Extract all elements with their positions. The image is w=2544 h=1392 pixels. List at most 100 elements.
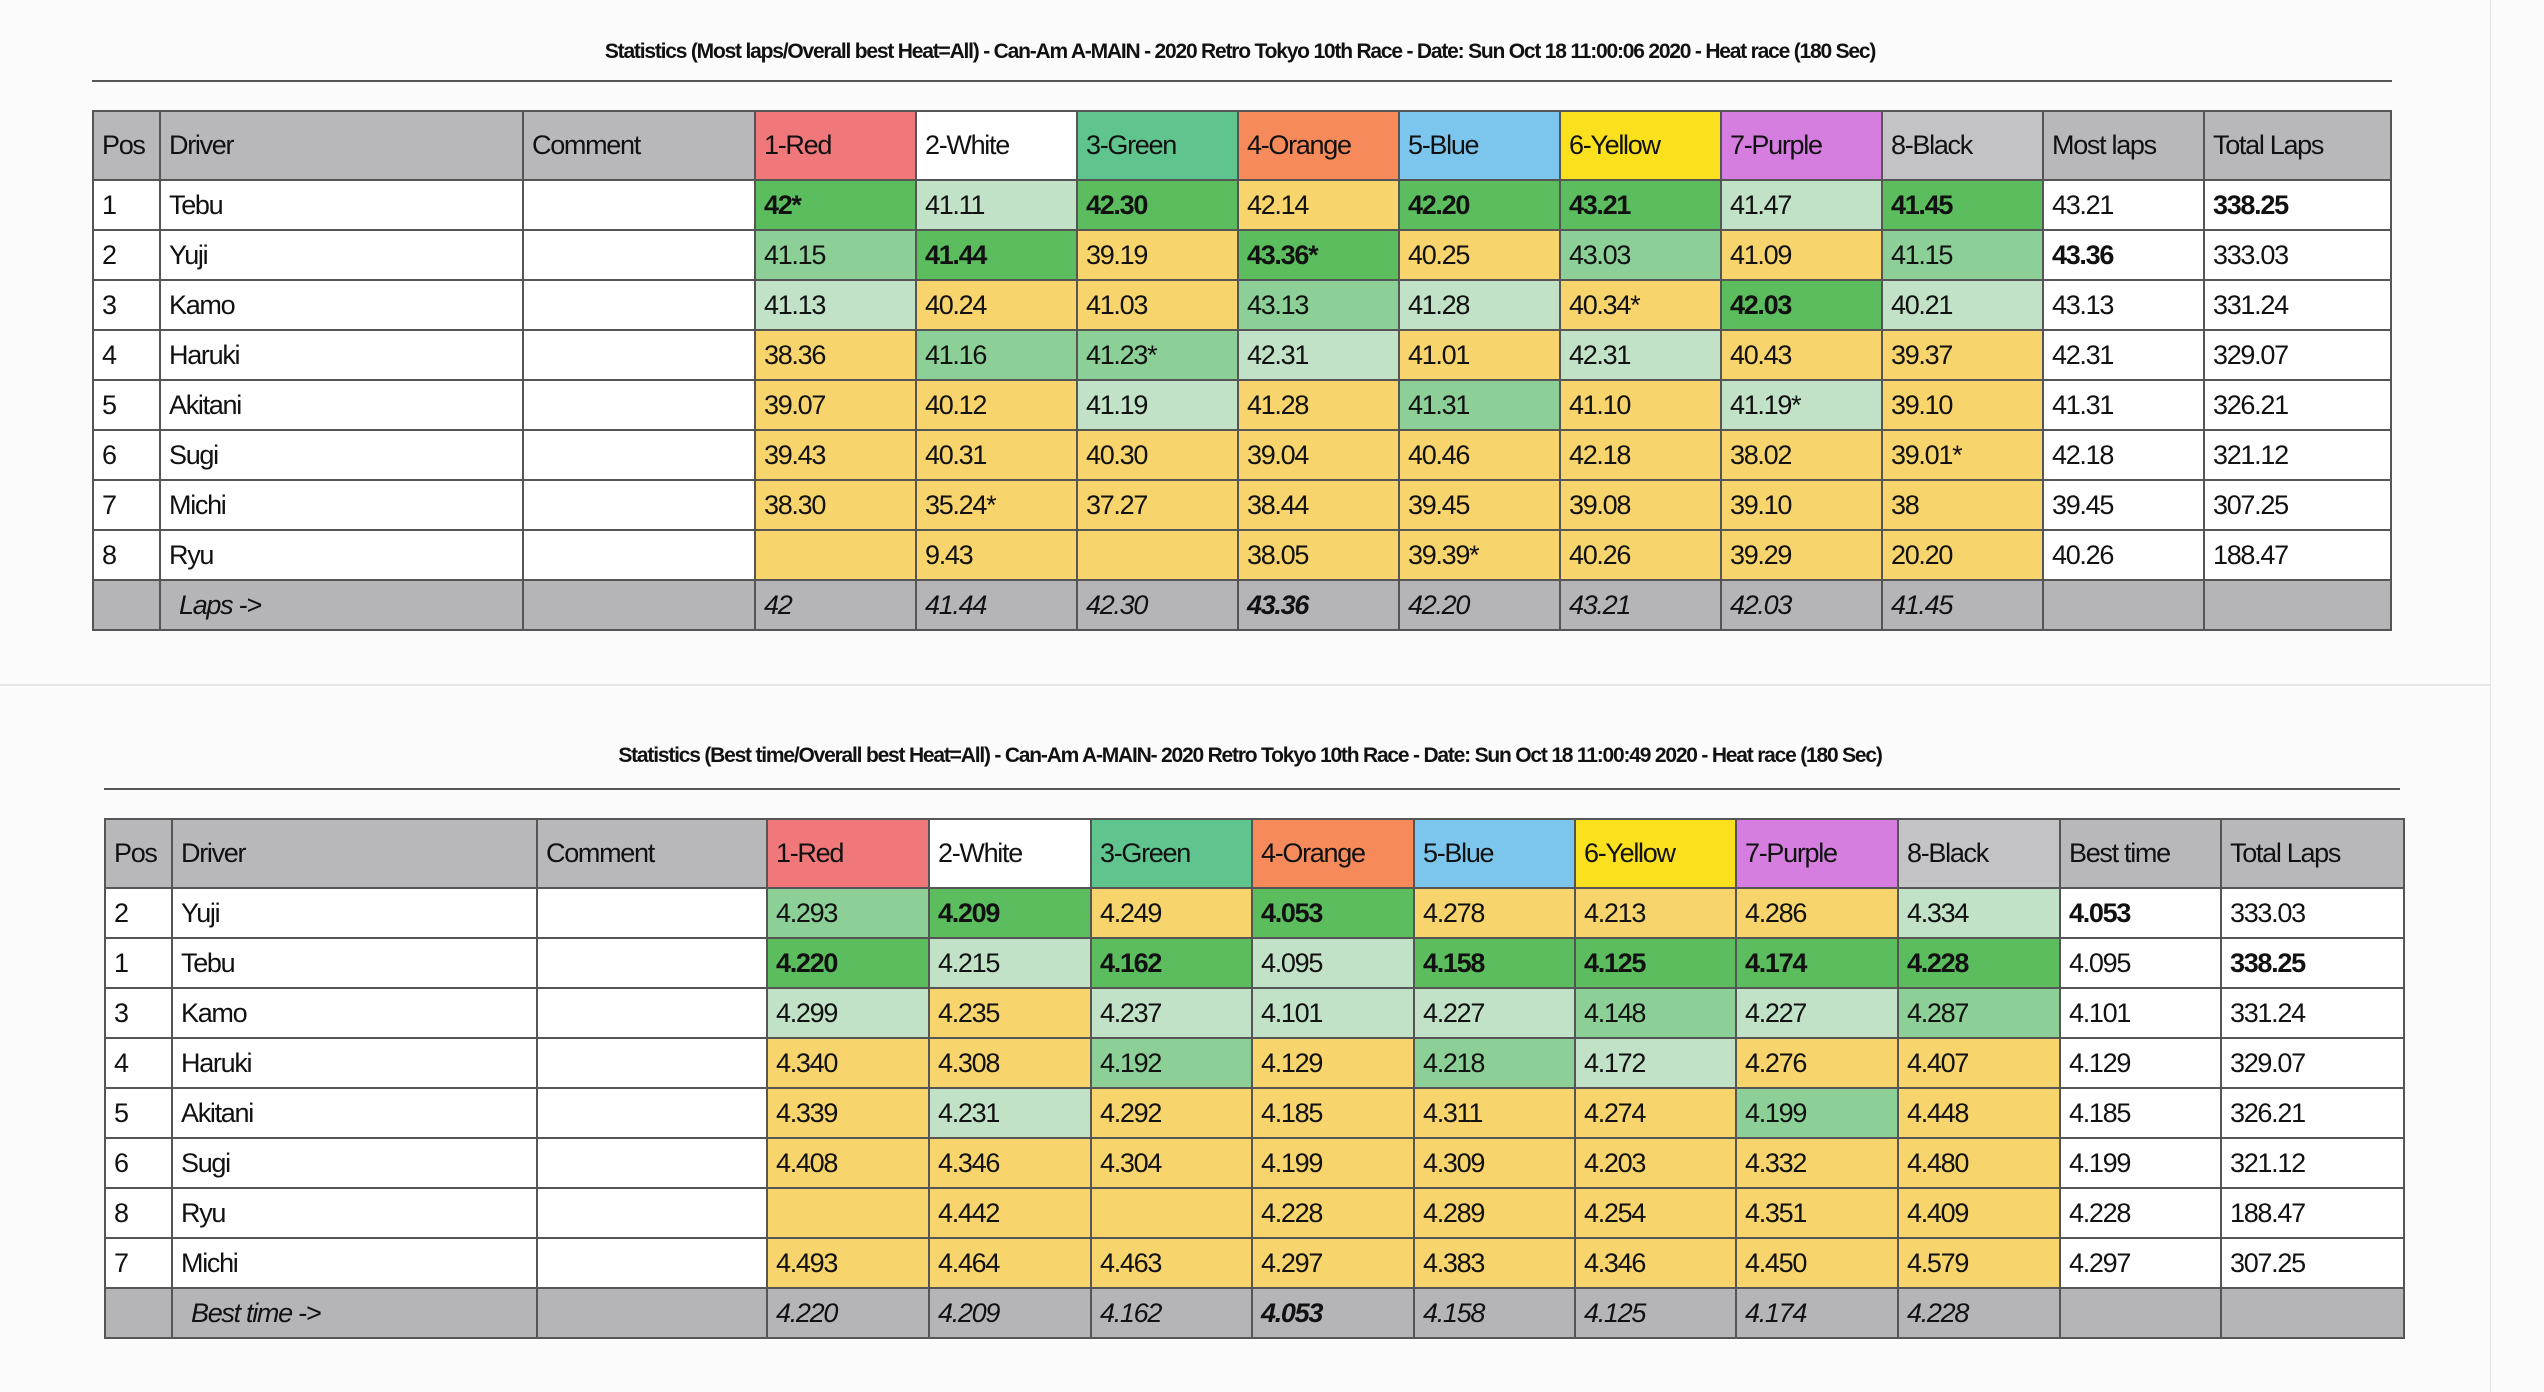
footer-value: 4.209 <box>928 1287 1092 1339</box>
column-header-driver: Driver <box>171 818 538 889</box>
pos-cell: 7 <box>92 479 161 531</box>
heat-cell: 43.13 <box>1237 279 1400 331</box>
heat-cell: 4.209 <box>928 887 1092 939</box>
heat-cell: 4.227 <box>1413 987 1576 1039</box>
heat-cell: 4.125 <box>1574 937 1737 989</box>
pos-cell: 4 <box>92 329 161 381</box>
heat-cell: 39.37 <box>1881 329 2044 381</box>
heat-cell <box>1076 529 1239 581</box>
total-laps-cell: 338.25 <box>2220 937 2405 989</box>
heat-cell: 4.289 <box>1413 1187 1576 1239</box>
heat-cell: 4.158 <box>1413 937 1576 989</box>
summary-cell: 4.228 <box>2059 1187 2222 1239</box>
driver-cell: Kamo <box>171 987 538 1039</box>
footer-pos <box>104 1287 173 1339</box>
pos-cell: 6 <box>92 429 161 481</box>
heat-cell: 42.31 <box>1559 329 1722 381</box>
heat-cell: 4.311 <box>1413 1087 1576 1139</box>
footer-value: 42.30 <box>1076 579 1239 631</box>
footer-total <box>2220 1287 2405 1339</box>
table-row: 6 Sugi 39.43 40.31 40.30 39.04 40.46 42.18 38.02… <box>92 429 2392 481</box>
pos-cell: 1 <box>104 937 173 989</box>
heat-cell: 41.09 <box>1720 229 1883 281</box>
driver-cell: Sugi <box>171 1137 538 1189</box>
heat-cell: 4.249 <box>1090 887 1253 939</box>
column-header-comment: Comment <box>536 818 768 889</box>
summary-cell: 41.31 <box>2042 379 2205 431</box>
pos-cell: 2 <box>92 229 161 281</box>
heat-cell: 40.43 <box>1720 329 1883 381</box>
heat-cell: 42.18 <box>1559 429 1722 481</box>
heat-cell: 40.31 <box>915 429 1078 481</box>
comment-cell <box>522 379 756 431</box>
heat-cell: 40.24 <box>915 279 1078 331</box>
heat-cell: 41.23* <box>1076 329 1239 381</box>
heat-cell: 39.10 <box>1881 379 2044 431</box>
comment-cell <box>522 479 756 531</box>
driver-cell: Akitani <box>171 1087 538 1139</box>
heat-cell: 42.31 <box>1237 329 1400 381</box>
heat-cell: 41.13 <box>754 279 917 331</box>
heat-cell: 4.332 <box>1735 1137 1899 1189</box>
driver-cell: Ryu <box>159 529 524 581</box>
heat-cell <box>1090 1187 1253 1239</box>
comment-cell <box>536 1137 768 1189</box>
table-row: 5 Akitani 4.339 4.231 4.292 4.185 4.311 4.274 4.… <box>104 1087 2405 1139</box>
table-footer: Best time -> 4.220 4.209 4.162 4.053 4.158 4.1… <box>104 1287 2405 1339</box>
heat-cell: 41.31 <box>1398 379 1561 431</box>
table-row: 1 Tebu 4.220 4.215 4.162 4.095 4.158 4.125 4.174… <box>104 937 2405 989</box>
driver-cell: Michi <box>159 479 524 531</box>
summary-cell: 40.26 <box>2042 529 2205 581</box>
heat-cell: 4.235 <box>928 987 1092 1039</box>
heat-cell: 4.174 <box>1735 937 1899 989</box>
heat-cell: 4.334 <box>1897 887 2061 939</box>
heat-cell: 41.15 <box>1881 229 2044 281</box>
heat-cell: 4.231 <box>928 1087 1092 1139</box>
comment-cell <box>536 887 768 939</box>
heat-cell: 42.03 <box>1720 279 1883 331</box>
summary-cell: 43.21 <box>2042 179 2205 231</box>
heat-cell: 38 <box>1881 479 2044 531</box>
page-divider <box>0 684 2490 686</box>
footer-label: Laps -> <box>159 579 524 631</box>
heat-cell: 41.15 <box>754 229 917 281</box>
heat-cell: 4.450 <box>1735 1237 1899 1289</box>
table-row: 4 Haruki 4.340 4.308 4.192 4.129 4.218 4.172 4.2… <box>104 1037 2405 1089</box>
heat-cell: 41.19 <box>1076 379 1239 431</box>
footer-value: 4.228 <box>1897 1287 2061 1339</box>
heat-cell: 43.03 <box>1559 229 1722 281</box>
total-laps-cell: 329.07 <box>2203 329 2392 381</box>
pos-cell: 5 <box>104 1087 173 1139</box>
heat-cell: 4.308 <box>928 1037 1092 1089</box>
heat-cell: 4.309 <box>1413 1137 1576 1189</box>
summary-cell: 4.101 <box>2059 987 2222 1039</box>
heat-cell: 4.464 <box>928 1237 1092 1289</box>
footer-summary <box>2059 1287 2222 1339</box>
column-header-pos: Pos <box>92 110 161 181</box>
heat-cell: 40.46 <box>1398 429 1561 481</box>
heat-cell: 38.44 <box>1237 479 1400 531</box>
column-header-2-white: 2-White <box>915 110 1078 181</box>
table-row: 5 Akitani 39.07 40.12 41.19 41.28 41.31 41.10 41… <box>92 379 2392 431</box>
heat-cell: 4.409 <box>1897 1187 2061 1239</box>
heat-cell: 4.293 <box>766 887 930 939</box>
total-laps-cell: 188.47 <box>2203 529 2392 581</box>
comment-cell <box>522 529 756 581</box>
title-rule <box>92 80 2392 82</box>
heat-cell: 4.203 <box>1574 1137 1737 1189</box>
heat-cell: 4.215 <box>928 937 1092 989</box>
column-header-4-orange: 4-Orange <box>1251 818 1415 889</box>
heat-cell: 43.21 <box>1559 179 1722 231</box>
column-header-1-red: 1-Red <box>754 110 917 181</box>
pos-cell: 1 <box>92 179 161 231</box>
total-laps-cell: 333.03 <box>2203 229 2392 281</box>
heat-cell: 41.03 <box>1076 279 1239 331</box>
column-header-4-orange: 4-Orange <box>1237 110 1400 181</box>
heat-cell: 4.304 <box>1090 1137 1253 1189</box>
heat-cell: 4.407 <box>1897 1037 2061 1089</box>
heat-cell: 20.20 <box>1881 529 2044 581</box>
summary-cell: 4.129 <box>2059 1037 2222 1089</box>
heat-cell: 41.10 <box>1559 379 1722 431</box>
comment-cell <box>536 1187 768 1239</box>
table-header: Pos Driver Comment 1-Red 2-White 3-Green 4-Ora… <box>104 818 2405 889</box>
